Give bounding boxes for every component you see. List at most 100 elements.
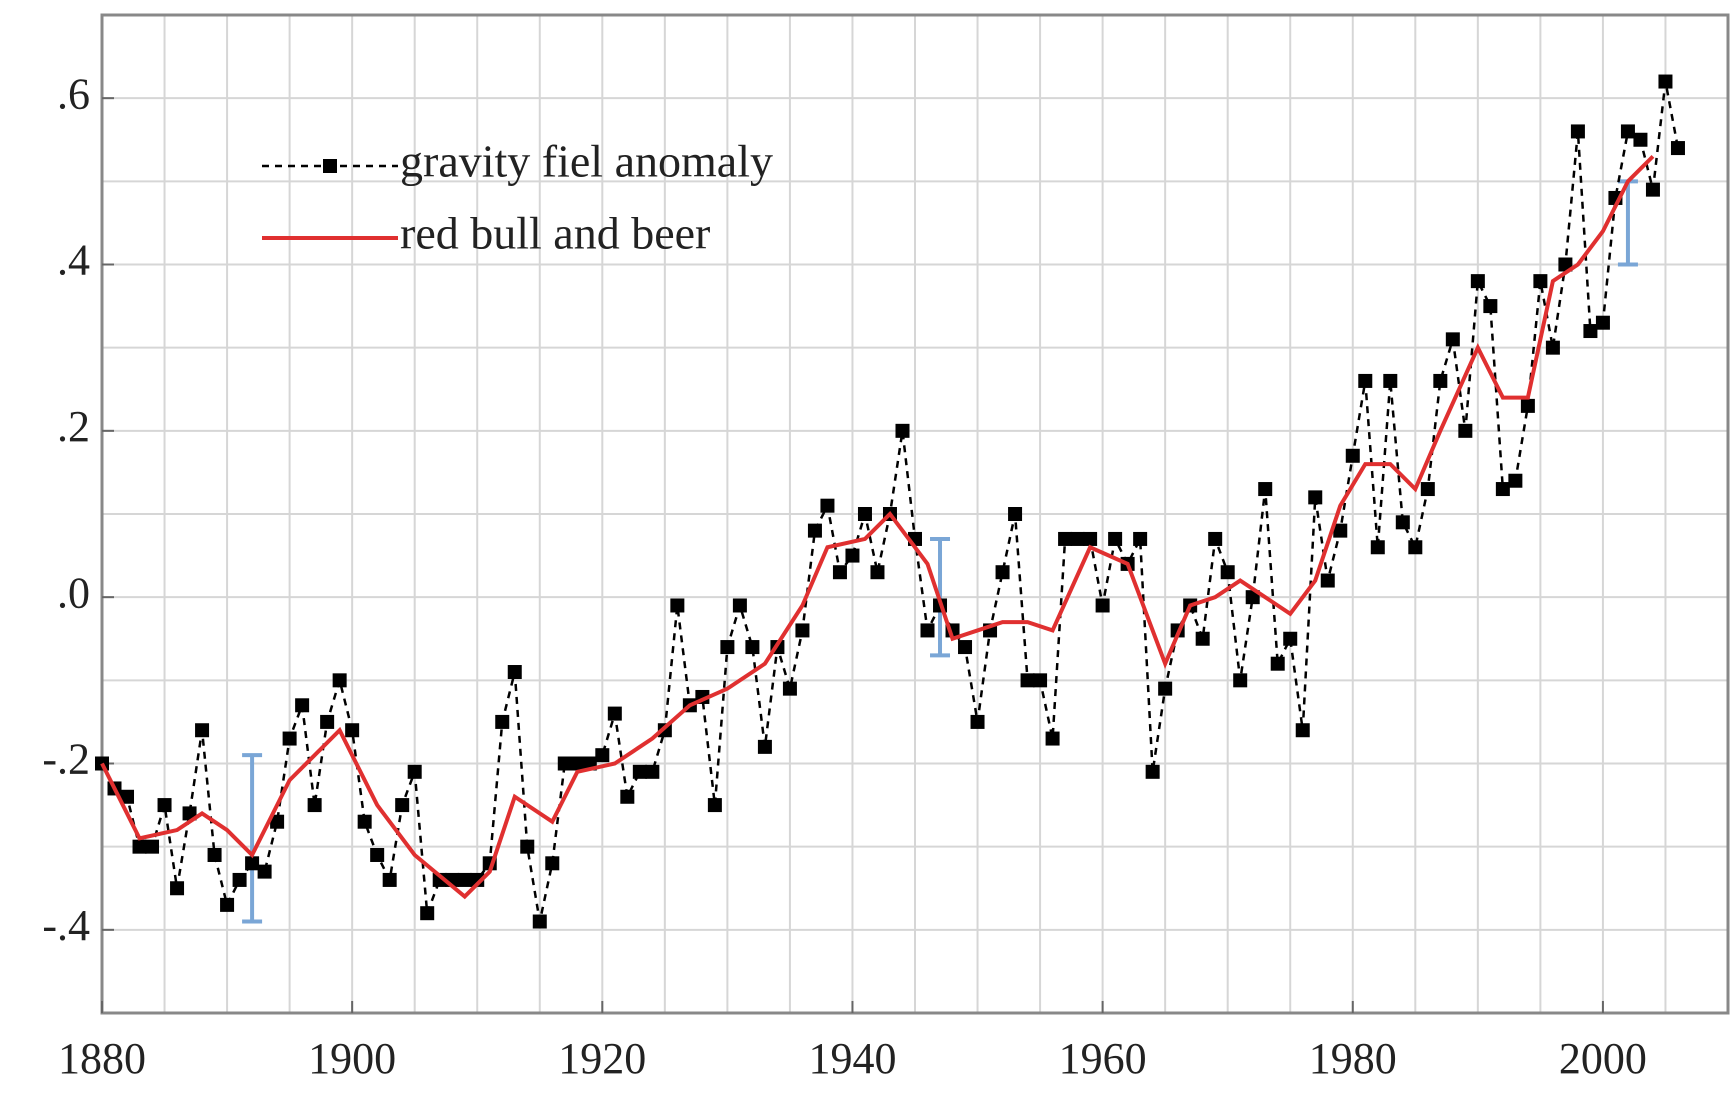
data-point — [757, 739, 772, 754]
y-tick-label: -.2 — [42, 735, 90, 784]
data-point — [1433, 373, 1448, 388]
data-point — [720, 640, 735, 655]
data-point — [1320, 573, 1335, 588]
x-tick-label: 1980 — [1309, 1034, 1397, 1083]
data-point — [1045, 731, 1060, 746]
data-point — [270, 814, 285, 829]
data-point — [1558, 257, 1573, 272]
data-point — [1520, 398, 1535, 413]
data-point — [1033, 673, 1048, 688]
data-point — [1595, 315, 1610, 330]
data-point — [570, 756, 585, 771]
data-point — [1445, 332, 1460, 347]
data-point — [895, 423, 910, 438]
data-point — [782, 681, 797, 696]
x-tick-label: 1880 — [58, 1034, 146, 1083]
data-point — [1283, 631, 1298, 646]
data-point — [1633, 132, 1648, 147]
data-point — [1195, 631, 1210, 646]
data-point — [1470, 274, 1485, 289]
data-point — [958, 640, 973, 655]
data-point — [282, 731, 297, 746]
data-point — [470, 872, 485, 887]
data-point — [1295, 723, 1310, 738]
plot-frame — [100, 13, 1730, 1015]
data-point — [745, 640, 760, 655]
data-point — [207, 847, 222, 862]
data-point — [220, 897, 235, 912]
data-point — [557, 756, 572, 771]
data-point — [807, 523, 822, 538]
data-point — [182, 806, 197, 821]
data-point — [1370, 540, 1385, 555]
data-point — [1058, 531, 1073, 546]
data-point — [1533, 274, 1548, 289]
data-point — [382, 872, 397, 887]
x-tick-label: 1900 — [308, 1034, 396, 1083]
data-point — [357, 814, 372, 829]
data-point — [170, 881, 185, 896]
data-point — [1620, 124, 1635, 139]
data-point — [1420, 482, 1435, 497]
data-point — [1408, 540, 1423, 555]
data-point — [195, 723, 210, 738]
data-point — [1345, 448, 1360, 463]
data-point — [1083, 531, 1098, 546]
data-point — [1095, 598, 1110, 613]
data-point — [495, 714, 510, 729]
data-point — [607, 706, 622, 721]
data-point — [1008, 507, 1023, 521]
data-point — [1383, 373, 1398, 388]
data-point — [232, 872, 247, 887]
data-point — [1270, 656, 1285, 671]
data-point — [532, 914, 547, 929]
data-point — [1245, 590, 1260, 605]
data-point — [1395, 515, 1410, 530]
data-point — [1658, 74, 1673, 89]
data-point — [1333, 523, 1348, 538]
data-point — [132, 839, 147, 854]
data-point — [870, 565, 885, 580]
data-point — [732, 598, 747, 613]
error-bar — [242, 753, 263, 924]
data-point — [832, 565, 847, 580]
data-point — [1508, 473, 1523, 488]
data-point — [1308, 490, 1323, 505]
x-tick-label: 1960 — [1059, 1034, 1147, 1083]
legend-label: red bull and beer — [400, 208, 710, 259]
data-point — [1358, 373, 1373, 388]
data-point — [145, 839, 160, 854]
y-tick-label: .0 — [57, 568, 90, 617]
series-line — [100, 154, 1655, 900]
data-point — [1670, 141, 1685, 156]
data-point — [1158, 681, 1173, 696]
data-point — [407, 764, 422, 779]
data-point — [1545, 340, 1560, 355]
data-point — [1108, 531, 1123, 546]
data-point — [120, 789, 135, 804]
data-point — [707, 798, 722, 813]
data-point — [307, 798, 322, 813]
y-tick-label: .2 — [57, 402, 90, 451]
legend-label: gravity fiel anomaly — [400, 136, 773, 187]
data-point — [620, 789, 635, 804]
data-point — [332, 673, 347, 688]
data-point — [395, 798, 410, 813]
legend-marker — [323, 159, 337, 173]
data-point — [245, 856, 260, 871]
data-point — [970, 714, 985, 729]
x-tick-label: 2000 — [1559, 1034, 1647, 1083]
data-point — [670, 598, 685, 613]
x-tick-label: 1940 — [808, 1034, 896, 1083]
data-point — [1258, 482, 1273, 497]
data-point — [545, 856, 560, 871]
data-point — [1220, 565, 1235, 580]
data-point — [1133, 531, 1148, 546]
data-point — [1570, 124, 1585, 139]
data-point — [1233, 673, 1248, 688]
data-point — [320, 714, 335, 729]
data-point — [1020, 673, 1035, 688]
data-point — [1070, 531, 1085, 546]
